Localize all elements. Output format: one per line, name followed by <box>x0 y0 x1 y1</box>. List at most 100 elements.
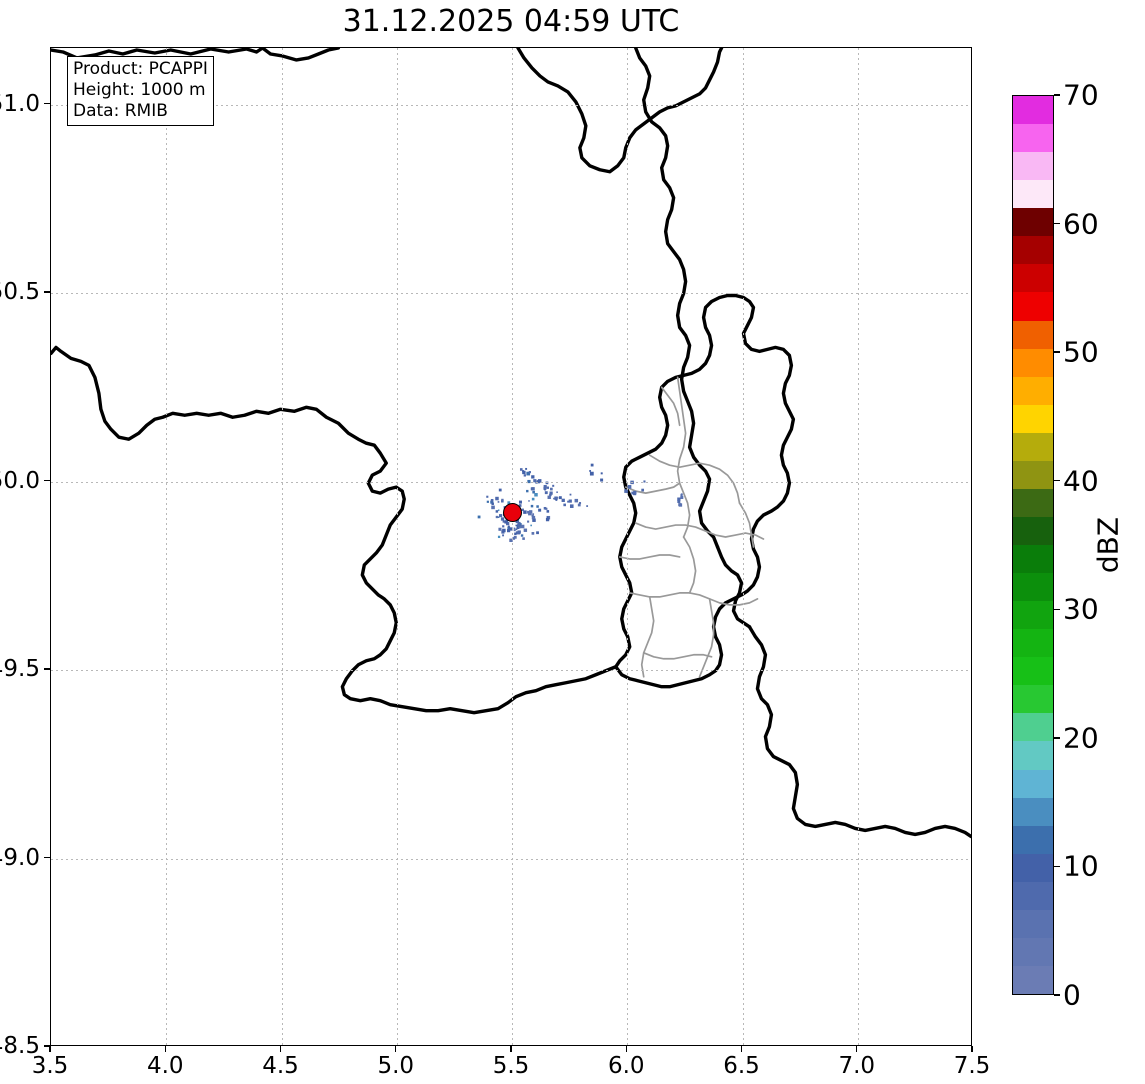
colorbar-tick <box>1054 865 1060 868</box>
page-title: 31.12.2025 04:59 UTC <box>342 4 680 39</box>
echo-pixel <box>486 500 489 503</box>
x-axis-tick <box>164 1046 166 1052</box>
echo-pixel <box>590 463 594 467</box>
echo-pixel <box>495 515 499 519</box>
echo-pixel <box>507 529 511 533</box>
colorbar-band <box>1013 881 1053 910</box>
colorbar-band <box>1013 713 1053 742</box>
echo-pixel <box>531 497 535 501</box>
echo-pixel <box>502 528 506 533</box>
colorbar-band <box>1013 573 1053 602</box>
echo-pixel <box>600 472 603 475</box>
y-axis-tick <box>44 102 50 105</box>
echo-pixel <box>522 470 526 475</box>
echo-pixel <box>514 532 517 536</box>
echo-pixel <box>515 528 518 531</box>
reflectivity-echo-layer <box>477 463 684 543</box>
echo-pixel <box>531 514 534 517</box>
echo-pixel <box>563 503 566 507</box>
echo-pixel <box>589 471 594 476</box>
echo-pixel <box>569 493 572 496</box>
y-axis-tick-label: 51.0 <box>0 90 40 117</box>
x-axis-tick <box>971 1046 973 1052</box>
colorbar[interactable] <box>1012 95 1054 995</box>
colorbar-band <box>1013 488 1053 517</box>
echo-pixel <box>518 525 521 529</box>
echo-pixel <box>547 495 551 499</box>
echo-pixel <box>641 488 645 492</box>
echo-pixel <box>518 504 522 507</box>
echo-pixel <box>498 527 502 531</box>
echo-pixel <box>643 480 646 483</box>
echo-pixel <box>502 525 505 528</box>
colorbar-tick <box>1054 608 1060 610</box>
colorbar-band <box>1013 657 1053 686</box>
echo-pixel <box>502 520 505 523</box>
x-axis-tick-label: 7.0 <box>838 1053 876 1079</box>
echo-pixel <box>545 517 550 522</box>
colorbar-band <box>1013 348 1053 377</box>
info-data: Data: RMIB <box>73 101 168 121</box>
colorbar-tick-label: 40 <box>1063 464 1099 498</box>
x-axis-tick <box>625 1046 627 1052</box>
colorbar-band <box>1013 96 1053 125</box>
echo-pixel <box>497 509 500 511</box>
colorbar-tick-label: 0 <box>1063 978 1081 1012</box>
map-plot-area[interactable] <box>50 47 972 1046</box>
colorbar-band <box>1013 629 1053 658</box>
echo-pixel <box>530 524 532 527</box>
gridline-vertical <box>396 48 398 1045</box>
echo-pixel <box>633 490 637 495</box>
y-axis-tick-label: 49.5 <box>0 656 40 683</box>
x-axis-tick-label: 6.0 <box>607 1053 645 1079</box>
y-axis-tick <box>44 1045 50 1047</box>
echo-pixel <box>518 500 522 504</box>
echo-pixel <box>528 500 530 502</box>
echo-pixel <box>520 524 525 529</box>
colorbar-tick <box>1054 480 1060 482</box>
colorbar-band <box>1013 797 1053 826</box>
colorbar-band <box>1013 545 1053 574</box>
colorbar-band <box>1013 124 1053 153</box>
colorbar-band <box>1013 376 1053 405</box>
x-axis-tick-label: 3.5 <box>31 1053 69 1079</box>
gridline-vertical <box>627 48 629 1045</box>
echo-pixel <box>624 489 628 493</box>
echo-pixel <box>509 538 513 543</box>
echo-pixel <box>556 491 558 494</box>
gridline-vertical <box>512 48 513 1045</box>
x-axis-tick-label: 6.5 <box>723 1053 760 1079</box>
echo-pixel <box>532 513 535 515</box>
echo-pixel <box>553 497 555 500</box>
echo-pixel <box>678 503 683 507</box>
echo-pixel <box>680 496 684 499</box>
x-axis-tick-label: 5.0 <box>377 1053 415 1079</box>
echo-pixel <box>477 515 481 519</box>
echo-pixel <box>546 510 550 513</box>
y-axis-tick <box>44 856 50 859</box>
x-axis-tick <box>856 1046 858 1052</box>
colorbar-band <box>1013 180 1053 209</box>
radar-site-marker[interactable] <box>502 503 522 523</box>
colorbar-band <box>1013 460 1053 489</box>
echo-pixel <box>533 479 537 483</box>
echo-pixel <box>534 493 538 497</box>
echo-pixel <box>546 486 550 489</box>
x-axis-tick <box>395 1046 397 1052</box>
echo-pixel <box>490 498 494 502</box>
echo-pixel <box>535 481 538 484</box>
info-box: Product: PCAPPI Height: 1000 m Data: RMI… <box>67 56 214 126</box>
colorbar-band <box>1013 292 1053 321</box>
x-axis-tick <box>279 1046 282 1052</box>
echo-pixel <box>545 507 548 510</box>
echo-pixel <box>586 505 589 507</box>
y-axis-tick-label: 50.5 <box>0 279 40 306</box>
y-axis-tick-label: 49.0 <box>0 844 40 871</box>
echo-pixel <box>568 499 572 503</box>
echo-pixel <box>519 468 523 471</box>
colorbar-band <box>1013 152 1053 181</box>
echo-pixel <box>497 535 501 539</box>
echo-pixel <box>516 526 520 530</box>
colorbar-tick-label: 50 <box>1063 335 1099 369</box>
echo-pixel <box>574 498 579 503</box>
